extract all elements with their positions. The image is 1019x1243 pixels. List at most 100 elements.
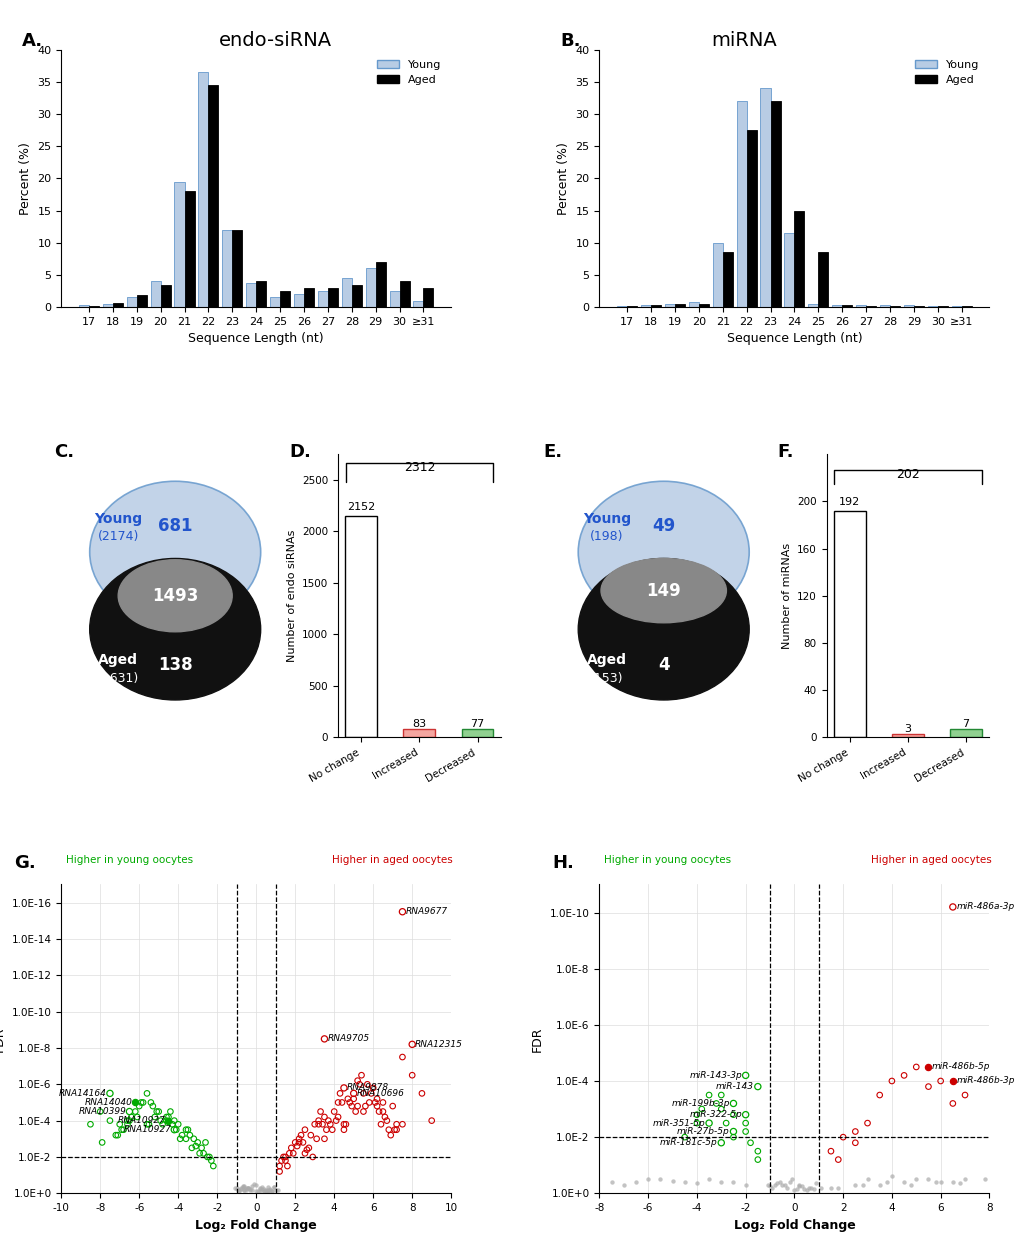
Point xyxy=(185,1129,202,1149)
Point xyxy=(763,1177,780,1197)
Point xyxy=(168,1120,184,1140)
Point xyxy=(878,1172,895,1192)
X-axis label: Log₂ Fold Change: Log₂ Fold Change xyxy=(195,1218,317,1232)
Point xyxy=(258,1182,274,1202)
Bar xyxy=(688,302,698,307)
Point xyxy=(174,1125,191,1145)
Point xyxy=(154,1114,170,1134)
Bar xyxy=(151,281,160,307)
Bar xyxy=(280,291,289,307)
Point xyxy=(310,1111,326,1131)
Bar xyxy=(949,730,981,737)
Point xyxy=(812,1177,828,1197)
Point xyxy=(822,1141,839,1161)
Bar xyxy=(113,302,122,307)
Point xyxy=(170,1114,186,1134)
Point xyxy=(700,1114,716,1134)
Text: 1493: 1493 xyxy=(152,587,198,605)
Point xyxy=(230,1182,247,1202)
Point xyxy=(975,1170,991,1190)
Point xyxy=(258,1180,274,1199)
Text: 77: 77 xyxy=(470,720,484,730)
Point xyxy=(374,1101,390,1121)
Bar xyxy=(137,296,147,307)
Legend: Young, Aged: Young, Aged xyxy=(910,55,983,89)
Point xyxy=(367,1093,383,1112)
Bar xyxy=(817,252,827,307)
Legend: Young, Aged: Young, Aged xyxy=(372,55,445,89)
Point xyxy=(256,1181,272,1201)
Point xyxy=(700,1170,716,1190)
Text: C.: C. xyxy=(54,443,74,461)
Point xyxy=(944,1094,960,1114)
Point xyxy=(639,1170,655,1190)
Text: miR-199b-3p: miR-199b-3p xyxy=(671,1099,729,1108)
Text: (153): (153) xyxy=(589,671,623,685)
Point xyxy=(693,1099,709,1119)
Point xyxy=(768,1173,785,1193)
Point xyxy=(761,1176,777,1196)
Point xyxy=(737,1105,753,1125)
Point xyxy=(859,1170,875,1190)
Bar xyxy=(375,262,385,307)
Point xyxy=(388,1114,405,1134)
Point xyxy=(800,1177,816,1197)
Point xyxy=(795,1180,811,1199)
Point xyxy=(361,1093,377,1112)
Point xyxy=(807,1173,823,1193)
Point xyxy=(166,1111,182,1131)
Point xyxy=(242,1180,258,1199)
Text: RNA10927: RNA10927 xyxy=(123,1125,171,1134)
Point xyxy=(199,1147,215,1167)
Point xyxy=(712,1172,729,1192)
Point xyxy=(907,1057,923,1076)
Point xyxy=(109,1125,125,1145)
Point xyxy=(773,1175,790,1195)
Point xyxy=(94,1132,110,1152)
Point xyxy=(369,1089,385,1109)
Point xyxy=(305,1147,321,1167)
Point xyxy=(234,1177,251,1197)
Point xyxy=(829,1150,846,1170)
Point xyxy=(404,1065,420,1085)
Point xyxy=(281,1144,298,1163)
Point xyxy=(369,1096,385,1116)
Point xyxy=(347,1101,364,1121)
Point xyxy=(423,1111,439,1131)
Point xyxy=(183,1137,200,1157)
Point xyxy=(712,1132,729,1152)
Point xyxy=(130,1096,147,1116)
Point xyxy=(203,1151,219,1171)
Point xyxy=(158,1111,174,1131)
Point xyxy=(177,1129,194,1149)
Text: RNA14040: RNA14040 xyxy=(85,1098,132,1108)
Point xyxy=(359,1074,375,1094)
Point xyxy=(115,1120,131,1140)
Point xyxy=(749,1076,765,1096)
Bar xyxy=(616,306,627,307)
Text: 149: 149 xyxy=(646,582,681,599)
Point xyxy=(162,1101,178,1121)
Point xyxy=(308,1129,324,1149)
Point xyxy=(284,1144,302,1163)
Point xyxy=(337,1114,354,1134)
Point xyxy=(244,1176,260,1196)
Point xyxy=(725,1094,741,1114)
Point xyxy=(931,1071,948,1091)
Point xyxy=(339,1089,356,1109)
Point xyxy=(312,1101,328,1121)
Point xyxy=(288,1136,305,1156)
Point xyxy=(847,1132,863,1152)
Point xyxy=(882,1071,899,1091)
Point xyxy=(770,1172,787,1192)
Text: Young: Young xyxy=(94,512,142,526)
Point xyxy=(335,1114,352,1134)
Point xyxy=(355,1101,371,1121)
Point xyxy=(775,1175,792,1195)
Point xyxy=(329,1108,345,1127)
Ellipse shape xyxy=(90,481,261,623)
Text: Higher in young oocytes: Higher in young oocytes xyxy=(66,855,193,865)
Text: RNA9705: RNA9705 xyxy=(327,1034,369,1043)
Point xyxy=(290,1129,307,1149)
Point xyxy=(318,1120,334,1140)
